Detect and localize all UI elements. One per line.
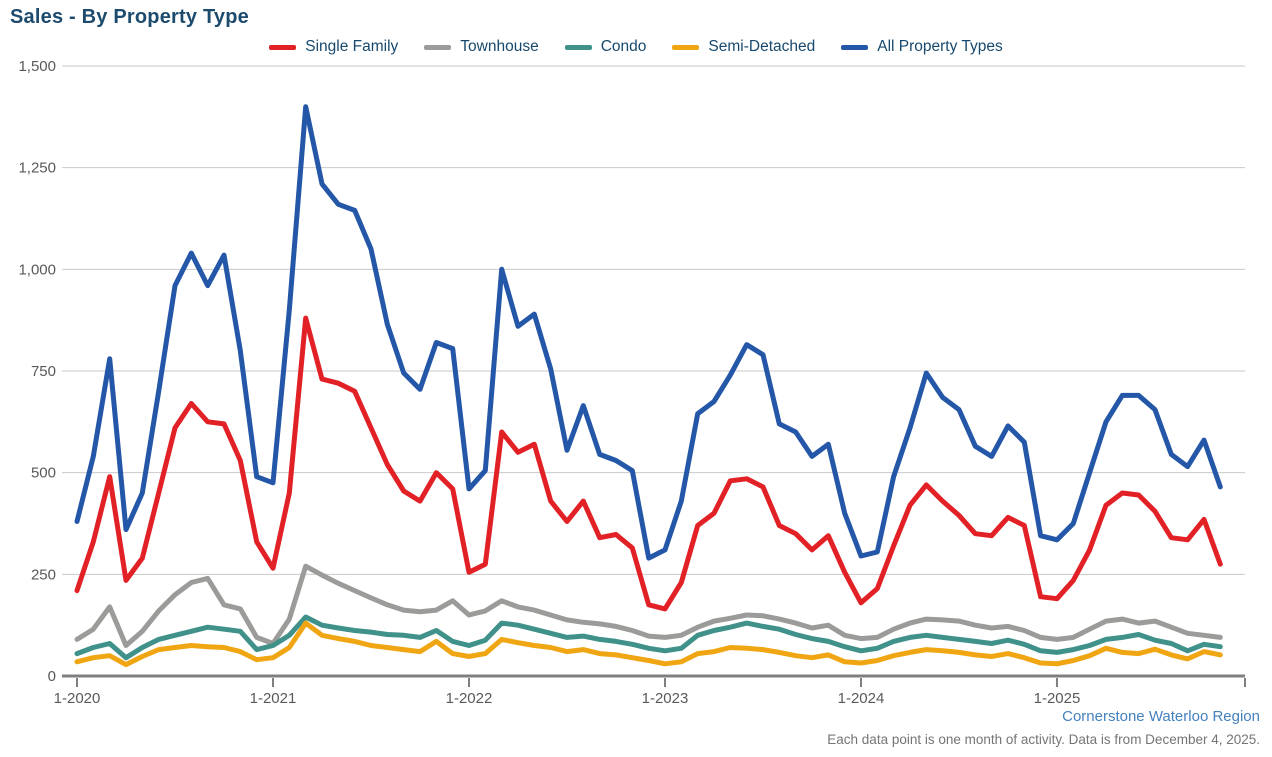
legend-swatch	[424, 44, 452, 50]
legend-item-condo[interactable]: Condo	[564, 38, 647, 56]
legend-item-semi-detached[interactable]: Semi-Detached	[672, 38, 815, 56]
data-note: Each data point is one month of activity…	[827, 731, 1260, 747]
y-tick-label: 1,500	[18, 58, 56, 75]
legend-swatch	[564, 44, 592, 50]
line-condo	[74, 614, 1223, 661]
line-townhouse	[74, 563, 1223, 648]
y-tick-label: 750	[31, 363, 56, 380]
x-tick-label: 1-2021	[250, 690, 297, 704]
line-all-property-types	[74, 104, 1223, 561]
legend-swatch	[841, 44, 869, 50]
sales-chart: 0 250 500 750 1,000 1,250 1,500 1-2020 1-2021 1-2…	[18, 58, 1246, 704]
x-tick-label: 1-2023	[642, 690, 689, 704]
legend-label: Townhouse	[460, 38, 539, 55]
y-tick-label: 250	[31, 566, 56, 583]
legend-swatch	[672, 44, 700, 50]
page-title: Sales - By Property Type	[10, 6, 249, 28]
x-tick-label: 1-2025	[1034, 690, 1081, 704]
x-tick-label: 1-2022	[446, 690, 493, 704]
line-semi-detached	[74, 620, 1223, 668]
footer: Cornerstone Waterloo Region Each data po…	[827, 706, 1260, 749]
y-tick-label: 0	[48, 668, 56, 685]
x-tick-label: 1-2020	[54, 690, 101, 704]
line-single-family	[74, 315, 1223, 612]
legend: Single Family Townhouse Condo Semi-Detached…	[0, 38, 1272, 56]
legend-label: Semi-Detached	[708, 38, 816, 55]
y-tick-label: 500	[31, 465, 56, 482]
legend-label: All Property Types	[877, 38, 1003, 55]
legend-label: Condo	[600, 38, 647, 55]
legend-label: Single Family	[305, 38, 399, 55]
y-tick-label: 1,000	[18, 261, 56, 278]
legend-item-all-property-types[interactable]: All Property Types	[841, 38, 1003, 56]
legend-item-single-family[interactable]: Single Family	[269, 38, 398, 56]
legend-item-townhouse[interactable]: Townhouse	[424, 38, 539, 56]
y-tick-label: 1,250	[18, 160, 56, 177]
brand-link[interactable]: Cornerstone Waterloo Region	[1062, 708, 1260, 725]
legend-swatch	[269, 44, 297, 50]
x-tick-label: 1-2024	[838, 690, 885, 704]
